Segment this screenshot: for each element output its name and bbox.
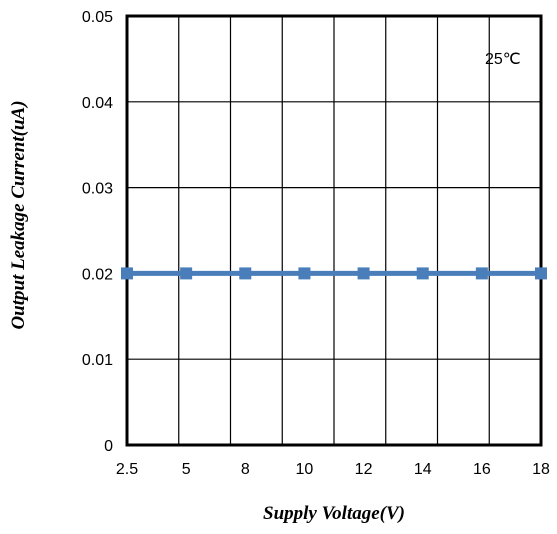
y-tick-labels: 0 0.01 0.02 0.03 0.04 0.05	[82, 9, 113, 455]
x-tick-label: 5	[182, 461, 191, 478]
y-axis-title: Output Leakage Current(uA)	[8, 100, 29, 329]
x-tick-label: 16	[473, 461, 491, 478]
x-tick-label: 2.5	[116, 461, 138, 478]
x-tick-label: 18	[532, 461, 550, 478]
grid	[127, 16, 541, 445]
x-tick-label: 10	[296, 461, 314, 478]
data-point	[180, 267, 193, 280]
y-tick-label: 0.01	[82, 352, 113, 369]
series-group	[121, 267, 547, 280]
x-axis-title: Supply Voltage(V)	[263, 503, 405, 524]
y-tick-label: 0	[104, 438, 113, 455]
y-tick-label: 0.05	[82, 9, 113, 26]
data-point	[357, 267, 370, 280]
x-tick-label: 14	[414, 461, 432, 478]
plot-frame	[125, 14, 543, 447]
temperature-annotation: 25℃	[485, 51, 521, 68]
data-point	[416, 267, 429, 280]
x-tick-label: 8	[241, 461, 250, 478]
data-point	[239, 267, 252, 280]
y-tick-label: 0.02	[82, 266, 113, 283]
data-point	[475, 267, 488, 280]
y-tick-label: 0.04	[82, 95, 113, 112]
data-point	[298, 267, 311, 280]
x-tick-labels: 2.5 5 8 10 12 14 16 18	[116, 461, 550, 478]
y-tick-label: 0.03	[82, 181, 113, 198]
x-tick-label: 12	[355, 461, 373, 478]
data-point	[535, 267, 547, 280]
data-point	[121, 267, 133, 280]
